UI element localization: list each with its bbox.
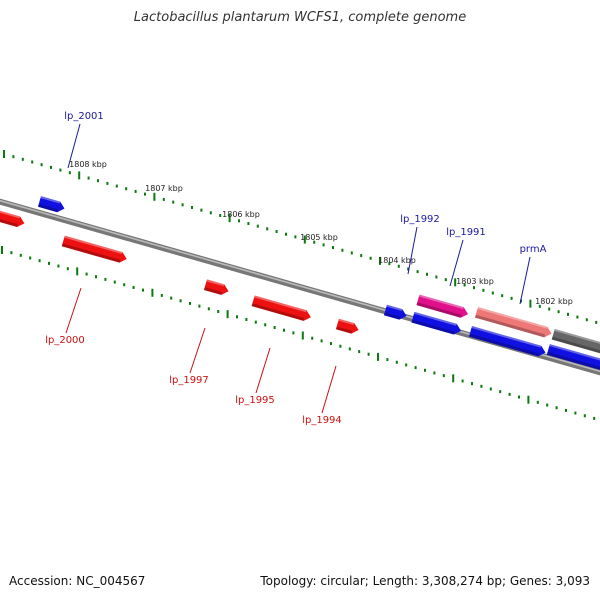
arrow-shine [206, 279, 225, 287]
arrow-shine [477, 307, 548, 329]
arrow-shine [0, 209, 21, 219]
inner-tick-track [1, 246, 596, 420]
gene-arrow-forward[interactable] [37, 196, 66, 214]
gene-arrow-highlight[interactable] [416, 294, 469, 320]
arrow-body [0, 209, 25, 228]
scale-label: 1803 kbp [456, 277, 494, 286]
scale-label: 1802 kbp [535, 297, 573, 306]
gene-label-forward: prmA [520, 244, 547, 255]
arrow-body [251, 295, 311, 321]
backbone-line [0, 198, 600, 376]
gene-arrow-reverse[interactable] [0, 209, 26, 228]
arrow-shadow [335, 326, 353, 334]
arrow-body [411, 311, 462, 335]
outer-tick-track [3, 150, 598, 324]
backbone [0, 198, 600, 376]
arrow-shine [549, 344, 600, 364]
scale-label: 1807 kbp [145, 184, 183, 193]
gene-arrow-reverse[interactable] [335, 318, 360, 336]
arrow-shadow [468, 333, 540, 357]
gene-label-reverse: lp_1994 [302, 415, 342, 426]
accession-text: Accession: NC_004567 [9, 574, 146, 588]
arrow-shine [554, 328, 600, 347]
arrow-body [37, 196, 65, 213]
gene-arrow-forward[interactable] [383, 304, 408, 322]
arrow-shine [254, 295, 307, 313]
gene-label-reverse: lp_2000 [45, 335, 85, 346]
arrow-shadow [411, 319, 455, 335]
arrow-body [468, 326, 546, 357]
gene-arrow-forward[interactable] [546, 344, 600, 374]
arrow-body [546, 344, 600, 373]
arrow-shadow [474, 314, 546, 338]
arrow-shine [386, 304, 403, 312]
gene-arrow-reverse[interactable] [251, 295, 313, 323]
scale-label: 1804 kbp [378, 256, 416, 265]
arrow-shadow [383, 312, 401, 320]
arrow-body [203, 279, 229, 295]
arrow-shadow [551, 336, 600, 356]
arrow-shine [64, 235, 123, 255]
arrow-shadow [203, 287, 223, 295]
gene-arrow-forward[interactable] [411, 311, 462, 336]
gene-label-reverse: lp_1995 [235, 395, 275, 406]
scale-label: 1805 kbp [300, 233, 338, 242]
scale-label: 1806 kbp [222, 210, 260, 219]
arrow-body [474, 307, 552, 338]
arrow-shadow [37, 203, 59, 213]
scale-label: 1808 kbp [69, 160, 107, 169]
gene-arrow-pseudo[interactable] [474, 307, 553, 339]
arrow-shadow [0, 217, 18, 228]
leader-line [407, 226, 418, 275]
arrow-shine [413, 311, 457, 326]
arrow-shine [471, 326, 542, 348]
arrow-shine [418, 294, 464, 310]
leader-line [449, 239, 464, 287]
gene-arrow-forward[interactable] [468, 326, 547, 358]
gene-arrow-reverse[interactable] [61, 235, 128, 265]
gene-label-reverse: lp_1997 [169, 375, 209, 386]
arrow-shadow [416, 302, 462, 318]
arrow-shadow [61, 243, 121, 263]
leader-line [255, 347, 271, 394]
leader-line [189, 327, 206, 374]
arrow-shine [40, 196, 61, 204]
arrow-shadow [251, 303, 305, 321]
leader-line [519, 256, 531, 305]
leader-line [67, 123, 81, 169]
feature-track [0, 196, 600, 374]
arrow-body [383, 304, 407, 320]
gene-label-forward: lp_2001 [64, 111, 104, 122]
arrow-body [416, 294, 469, 318]
leader-line [321, 365, 337, 414]
arrow-shadow [546, 351, 600, 373]
label-layer: 1808 kbp 1807 kbp 1806 kbp 1805 kbp 1804 kbp… [45, 111, 573, 426]
arrow-body [61, 235, 127, 263]
arrow-body [551, 328, 600, 356]
topology-text: Topology: circular; Length: 3,308,274 bp… [260, 574, 590, 588]
leader-line [65, 287, 82, 334]
feature-arrow[interactable] [551, 328, 600, 357]
gene-label-forward: lp_1991 [446, 227, 486, 238]
arrow-body [335, 318, 359, 334]
gene-arrow-reverse[interactable] [203, 279, 230, 296]
arrow-shine [338, 318, 355, 326]
map-title: Lactobacillus plantarum WCFS1, complete … [133, 10, 467, 25]
gene-label-forward: lp_1992 [400, 214, 440, 225]
